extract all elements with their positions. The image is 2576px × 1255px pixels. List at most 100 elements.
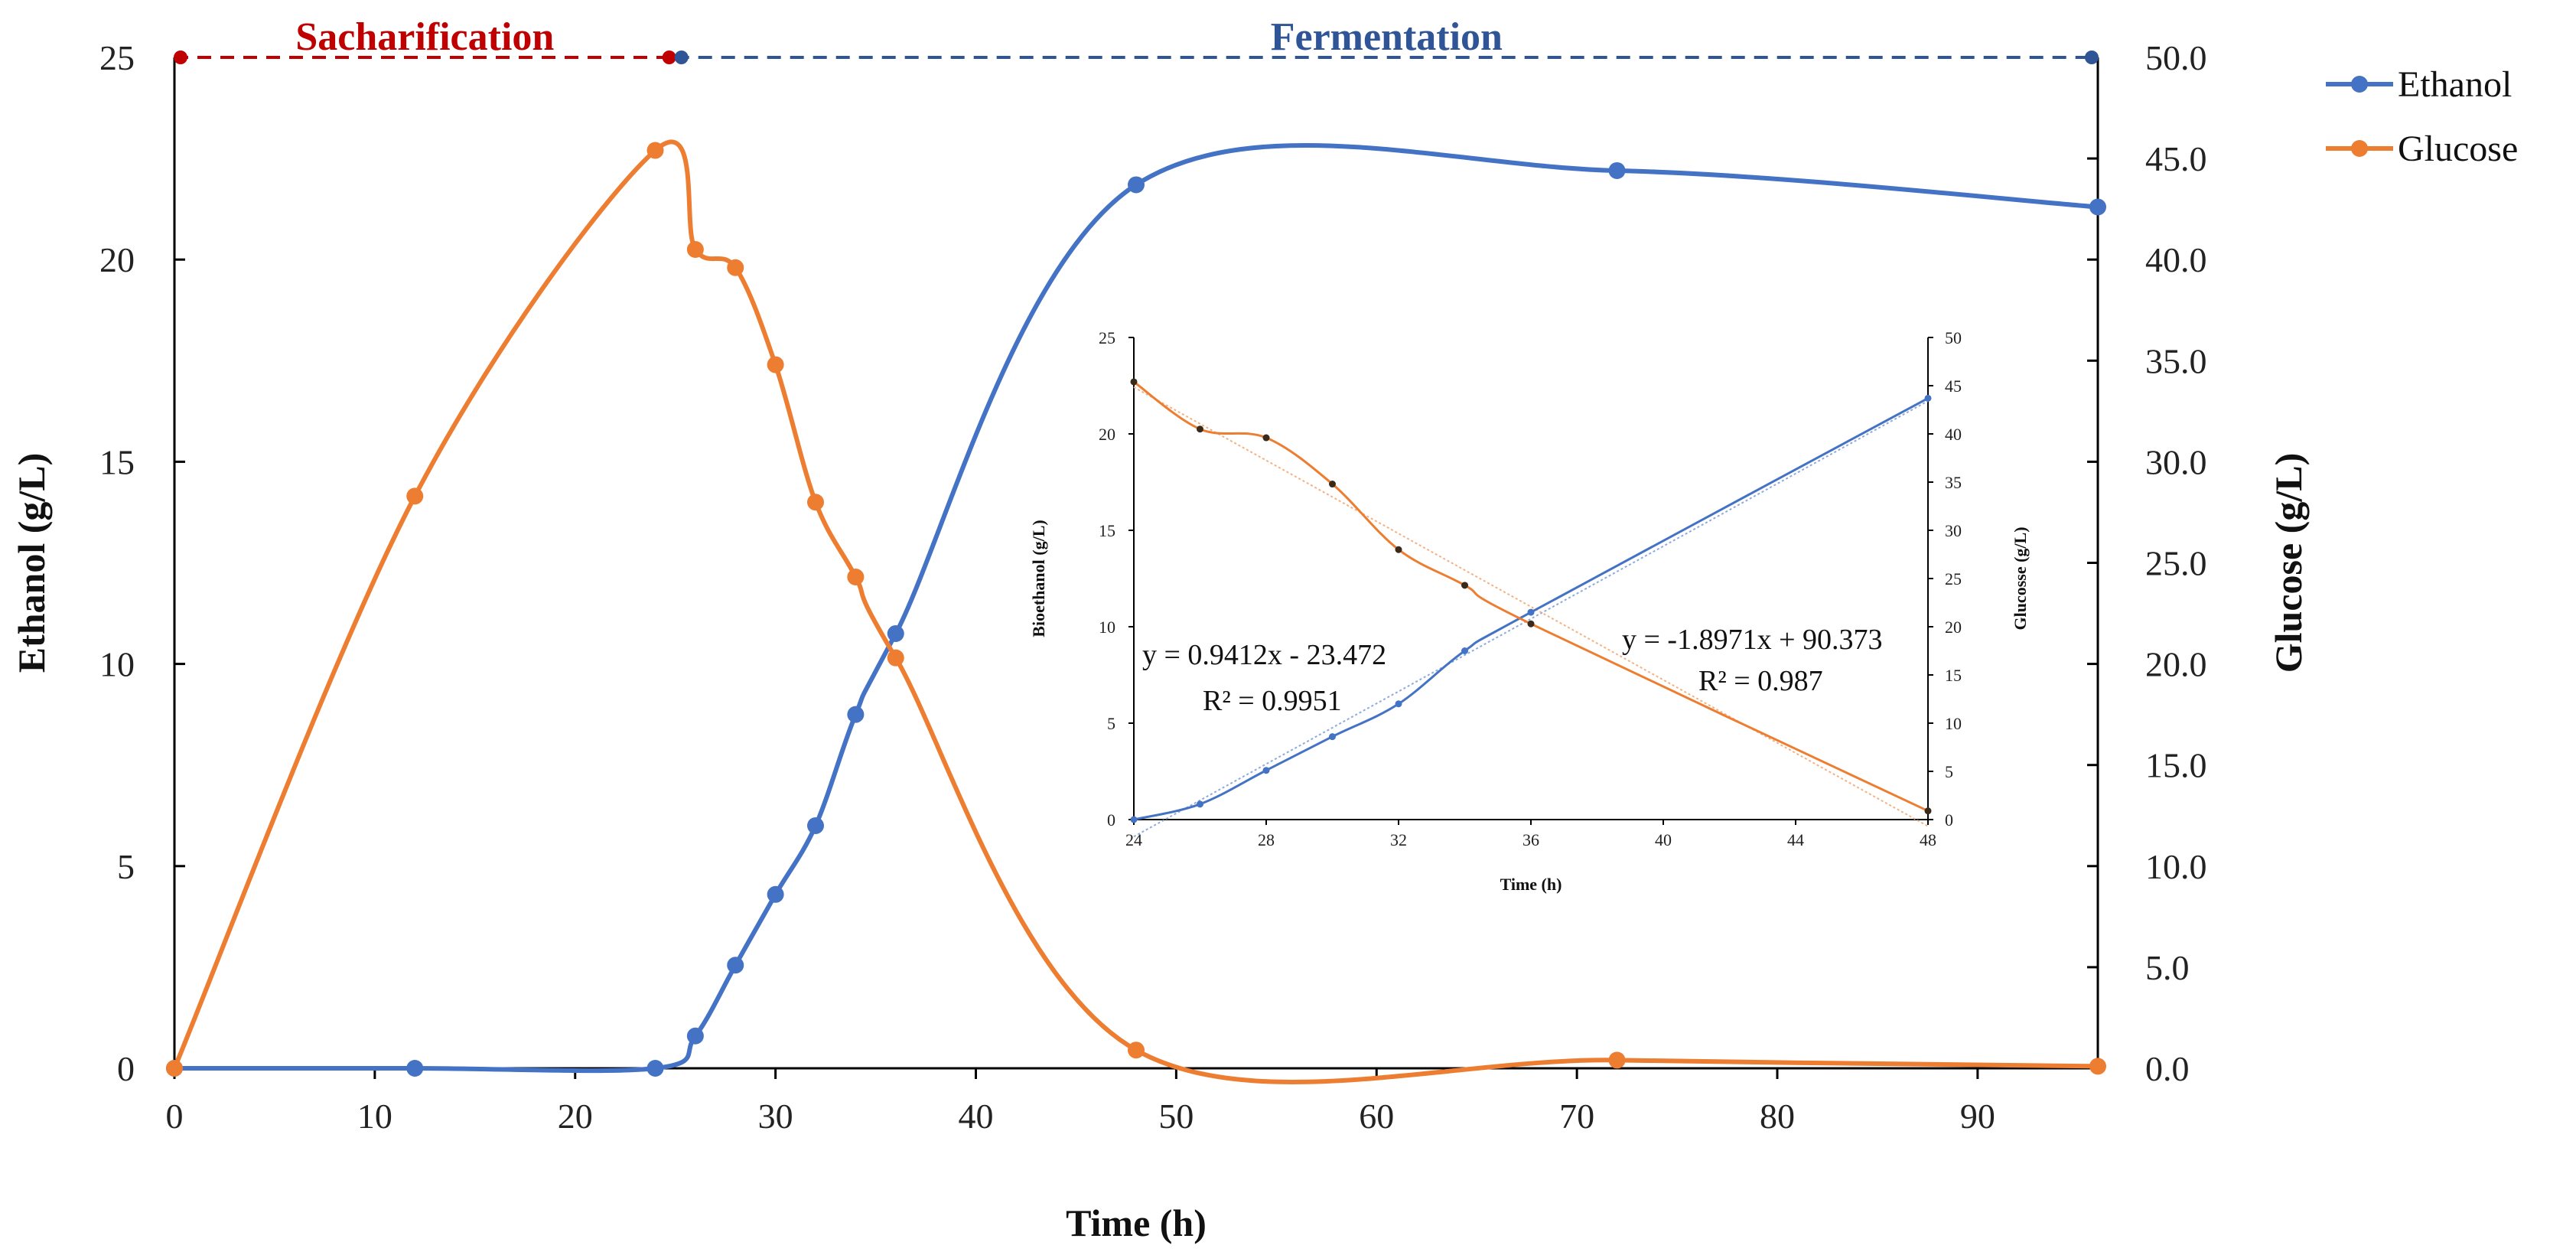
y2-tick-label: 45.0	[2145, 139, 2207, 178]
inset-y2-tick-label: 0	[1945, 810, 1953, 830]
y-tick-label: 15	[99, 442, 135, 481]
legend-label: Ethanol	[2398, 64, 2512, 105]
y2-tick-label: 30.0	[2145, 442, 2207, 481]
ethanol-data-point	[807, 817, 824, 834]
phase-marker	[2085, 51, 2099, 64]
glucose-data-point	[166, 1060, 183, 1077]
inset-y2-tick-label: 25	[1945, 569, 1962, 588]
y2-tick-label: 15.0	[2145, 746, 2207, 785]
inset-x-tick-label: 24	[1125, 830, 1142, 849]
glucose-data-point	[767, 356, 784, 373]
y2-tick-label: 10.0	[2145, 847, 2207, 886]
y2-tick-label: 40.0	[2145, 240, 2207, 279]
x-tick-label: 0	[166, 1097, 184, 1136]
inset-trendline	[1133, 400, 1929, 838]
inset-y2-tick-label: 10	[1945, 714, 1962, 733]
x-axis-title: Time (h)	[1066, 1201, 1207, 1244]
y2-tick-label: 50.0	[2145, 38, 2207, 77]
inset-bioethanol-point	[1527, 608, 1535, 616]
inset-x-tick-label: 40	[1655, 830, 1672, 849]
inset-y2-axis-title: Glucosse (g/L)	[2011, 526, 2030, 630]
inset-y2-tick-label: 35	[1945, 473, 1962, 492]
y2-tick-label: 35.0	[2145, 341, 2207, 380]
y2-tick-label: 25.0	[2145, 544, 2207, 583]
inset-glucose-point	[1461, 582, 1468, 589]
inset-x-tick-label: 32	[1390, 830, 1407, 849]
glucose-data-point	[646, 142, 664, 159]
glucose-data-point	[807, 494, 824, 511]
y2-axis-title: Glucose (g/L)	[2267, 453, 2310, 673]
inset-y2-tick-label: 15	[1945, 666, 1962, 685]
inset-x-tick-label: 28	[1258, 830, 1275, 849]
inset-bioethanol-point	[1329, 733, 1336, 741]
inset-y2-tick-label: 5	[1945, 762, 1953, 781]
y2-tick-label: 0.0	[2145, 1049, 2190, 1088]
inset-y2-tick-label: 45	[1945, 376, 1962, 396]
y2-tick-label: 20.0	[2145, 645, 2207, 684]
y-tick-label: 10	[99, 645, 135, 684]
x-tick-label: 90	[1960, 1097, 1995, 1136]
trendline-equation: y = -1.8971x + 90.373	[1622, 624, 1883, 656]
glucose-data-point	[1608, 1051, 1626, 1069]
inset-bioethanol-point	[1130, 816, 1138, 823]
glucose-data-point	[406, 487, 424, 505]
phase-marker	[674, 51, 689, 64]
inset-y-tick-label: 10	[1099, 618, 1115, 637]
legend-swatch-marker	[2351, 140, 2368, 157]
inset-glucose-point	[1527, 620, 1535, 628]
inset-y-tick-label: 20	[1099, 425, 1115, 444]
inset-bioethanol-point	[1395, 700, 1402, 708]
x-tick-label: 10	[357, 1097, 392, 1136]
inset-x-tick-label: 36	[1522, 830, 1539, 849]
legend: Ethanol Glucose	[2326, 64, 2518, 169]
inset-y2-tick-label: 20	[1945, 618, 1962, 637]
inset-bioethanol-point	[1461, 647, 1468, 654]
inset-y2-tick-label: 50	[1945, 328, 1962, 347]
inset-x-axis-title: Time (h)	[1500, 875, 1562, 894]
phase-label: Sacharification	[295, 15, 554, 59]
inset-bioethanol-line	[1133, 397, 1929, 821]
inset-glucose-point	[1197, 425, 1203, 433]
phase-marker	[174, 51, 187, 64]
x-tick-label: 30	[758, 1097, 793, 1136]
inset-glucose-point	[1924, 807, 1932, 815]
x-tick-label: 60	[1359, 1097, 1394, 1136]
ethanol-data-point	[887, 624, 904, 642]
x-tick-label: 50	[1158, 1097, 1194, 1136]
x-tick-label: 20	[558, 1097, 593, 1136]
phase-label: Fermentation	[1271, 15, 1503, 59]
y-tick-label: 0	[117, 1049, 135, 1088]
inset-y-tick-label: 0	[1107, 810, 1115, 830]
legend-swatch-marker	[2351, 76, 2368, 93]
ethanol-data-point	[646, 1060, 664, 1077]
y-tick-label: 25	[99, 38, 135, 77]
trendline-r-squared: R² = 0.987	[1698, 665, 1823, 697]
inset-bioethanol-point	[1262, 767, 1270, 774]
glucose-data-point	[2089, 1058, 2106, 1075]
phase-marker	[662, 51, 676, 64]
legend-label: Glucose	[2398, 129, 2518, 169]
ethanol-data-point	[767, 885, 784, 903]
inset-y2-tick-label: 30	[1945, 521, 1962, 540]
ethanol-data-point	[1128, 176, 1145, 194]
glucose-series-line	[172, 139, 2099, 1084]
inset-plot: 24 28 32 36 40 44 48 0 5 10 15 20 25 0 5 10 15 20 25 30 35 40…	[1029, 322, 2035, 896]
ethanol-data-point	[847, 706, 865, 723]
inset-glucose-point	[1329, 481, 1336, 488]
main-plot: 0 10 20 30 40 50 60 70 80 9005101520250.05.010.01…	[10, 15, 2310, 1244]
inset-y-tick-label: 15	[1099, 521, 1115, 540]
trendline-equation: y = 0.9412x - 23.472	[1142, 639, 1386, 671]
glucose-data-point	[1128, 1041, 1145, 1059]
inset-x-tick-label: 48	[1920, 830, 1936, 849]
trendline-r-squared: R² = 0.9951	[1203, 685, 1342, 717]
ethanol-data-point	[406, 1060, 424, 1077]
glucose-data-point	[686, 240, 704, 258]
ethanol-data-point	[686, 1027, 704, 1045]
inset-y2-tick-label: 40	[1945, 425, 1962, 444]
y-tick-label: 20	[99, 240, 135, 279]
inset-glucose-point	[1262, 434, 1270, 442]
y-tick-label: 5	[117, 847, 135, 886]
x-tick-label: 40	[959, 1097, 994, 1136]
x-tick-label: 80	[1760, 1097, 1795, 1136]
